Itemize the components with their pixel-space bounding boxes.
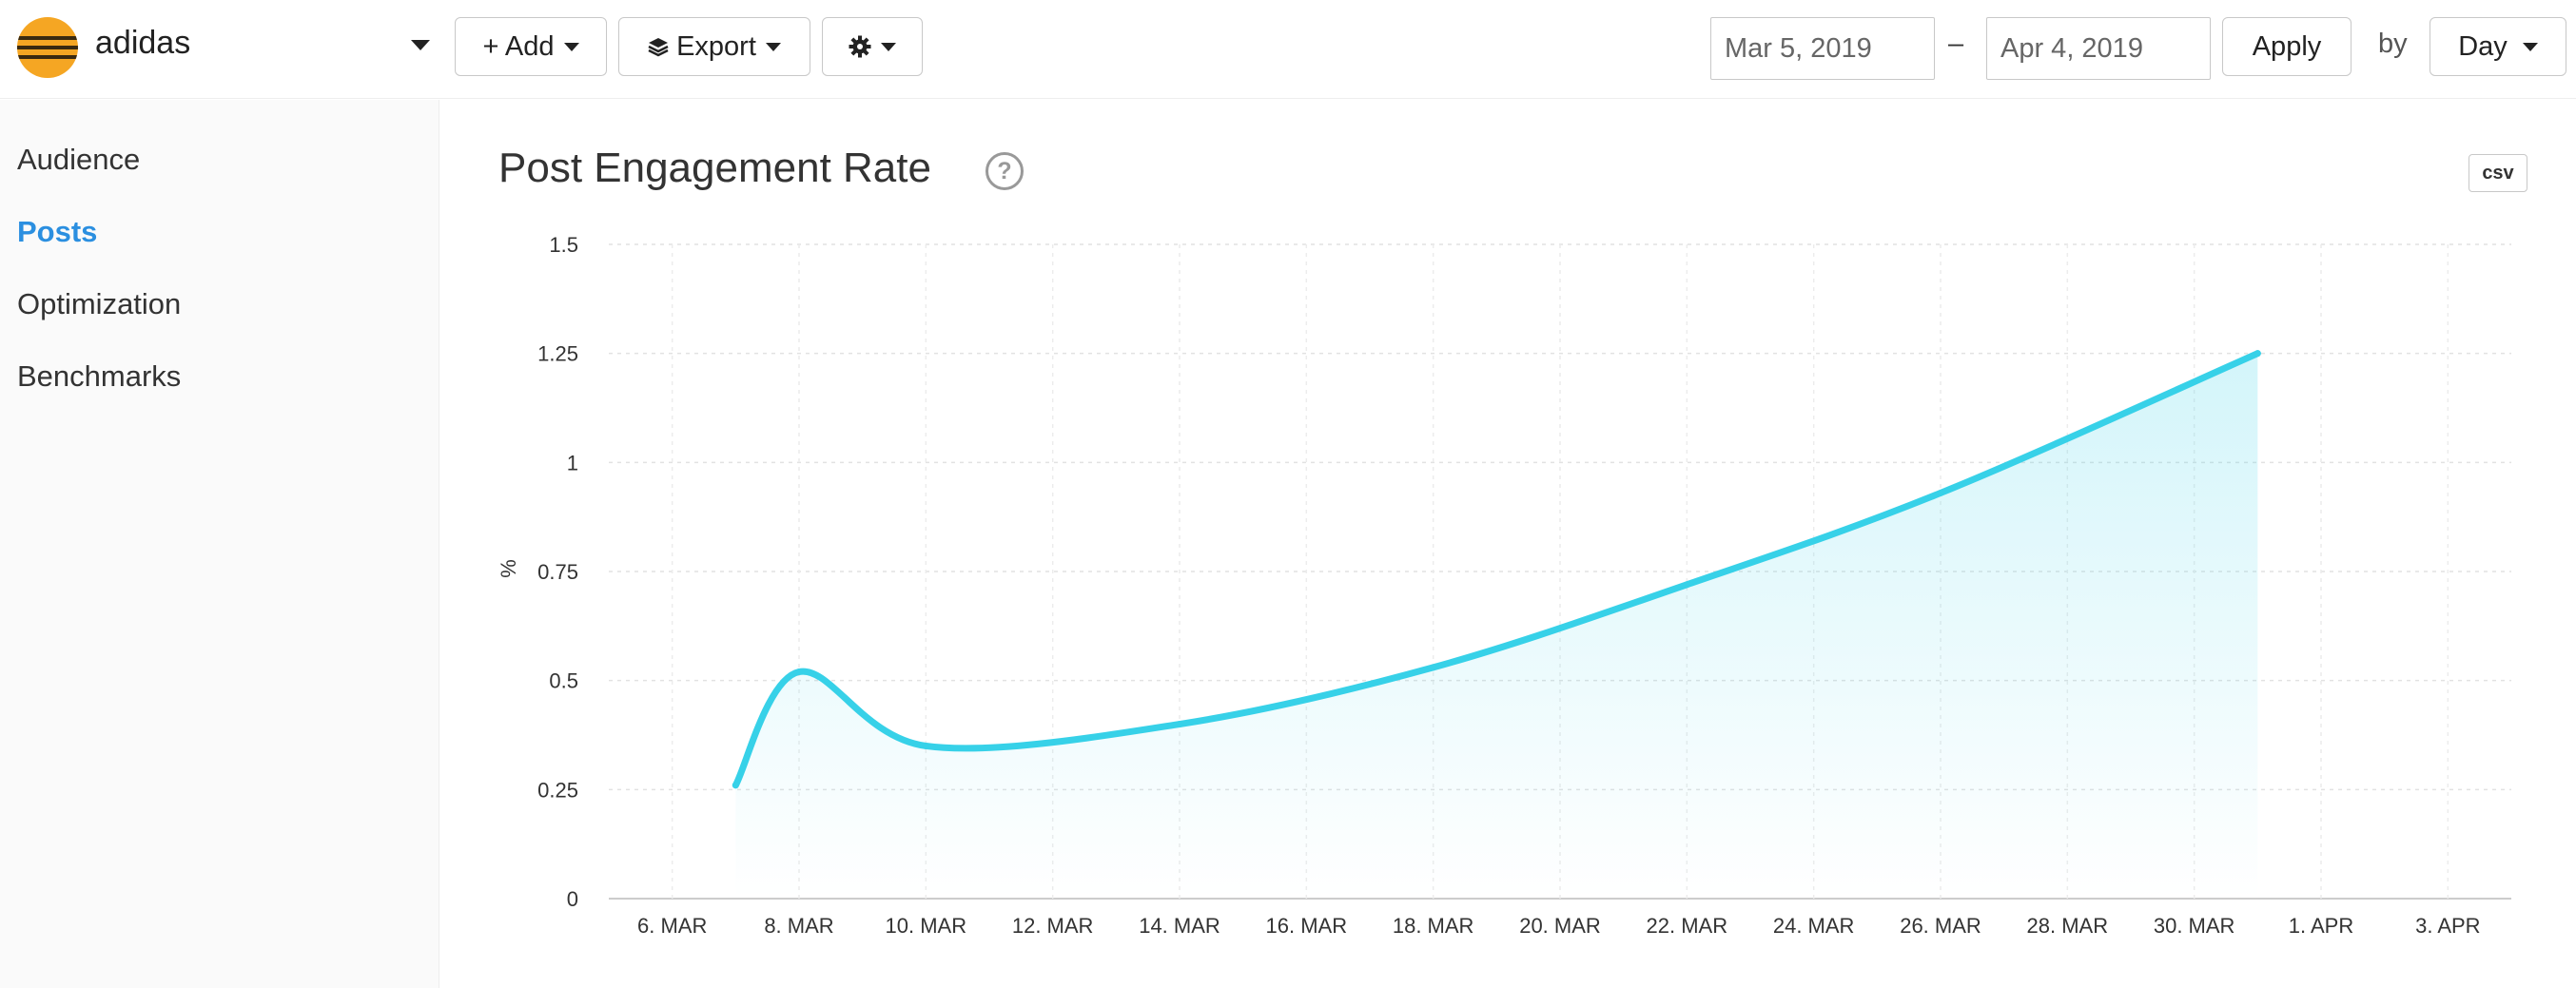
y-tick-label: 1.5 xyxy=(549,233,578,257)
by-label: by xyxy=(2378,29,2408,59)
sidebar: Audience Posts Optimization Benchmarks xyxy=(0,100,439,988)
x-tick-label: 30. MAR xyxy=(2154,914,2235,938)
sidebar-item-optimization[interactable]: Optimization xyxy=(17,287,182,320)
add-button[interactable]: + Add xyxy=(455,17,607,76)
chevron-down-icon[interactable] xyxy=(411,40,430,50)
data-point xyxy=(732,782,739,789)
data-point xyxy=(1937,489,1944,496)
y-tick-label: 0.25 xyxy=(537,778,578,802)
add-label: + Add xyxy=(482,30,555,62)
gear-icon xyxy=(849,35,871,58)
sidebar-item-audience[interactable]: Audience xyxy=(17,143,141,176)
y-axis-label: % xyxy=(497,559,520,578)
csv-download-button[interactable]: csv xyxy=(2469,154,2527,192)
page-title: Post Engagement Rate xyxy=(498,145,931,191)
x-tick-label: 16. MAR xyxy=(1266,914,1348,938)
chevron-down-icon xyxy=(881,42,896,51)
series-area xyxy=(735,353,2258,900)
start-date-input[interactable]: Mar 5, 2019 xyxy=(1710,17,1935,80)
data-point xyxy=(1683,581,1690,589)
brand-name: adidas xyxy=(95,25,191,61)
y-tick-label: 0.5 xyxy=(549,669,578,693)
y-tick-label: 1 xyxy=(567,451,578,475)
x-tick-label: 12. MAR xyxy=(1012,914,1094,938)
x-tick-label: 22. MAR xyxy=(1647,914,1728,938)
x-tick-label: 26. MAR xyxy=(1900,914,1981,938)
x-tick-label: 3. APR xyxy=(2415,914,2480,938)
export-label: Export xyxy=(676,30,756,62)
x-tick-label: 20. MAR xyxy=(1519,914,1601,938)
chevron-down-icon xyxy=(563,42,579,51)
chevron-down-icon xyxy=(765,42,781,51)
end-date-input[interactable]: Apr 4, 2019 xyxy=(1986,17,2211,80)
data-point xyxy=(922,742,929,749)
export-button[interactable]: Export xyxy=(618,17,810,76)
x-tick-label: 8. MAR xyxy=(764,914,833,938)
apply-button[interactable]: Apply xyxy=(2222,17,2352,76)
top-toolbar: adidas + Add Export xyxy=(0,0,2576,99)
brand-logo-icon xyxy=(17,17,78,78)
layers-icon xyxy=(648,38,669,57)
x-tick-label: 14. MAR xyxy=(1139,914,1220,938)
granularity-select[interactable]: Day xyxy=(2430,17,2566,76)
x-tick-label: 24. MAR xyxy=(1773,914,1855,938)
help-icon[interactable]: ? xyxy=(986,152,1024,190)
settings-button[interactable] xyxy=(822,17,923,76)
date-range-separator: – xyxy=(1948,29,1964,59)
data-point xyxy=(1430,664,1437,671)
data-point xyxy=(1176,721,1183,728)
x-tick-label: 28. MAR xyxy=(2027,914,2109,938)
x-tick-label: 1. APR xyxy=(2289,914,2353,938)
chevron-down-icon xyxy=(2522,42,2538,51)
y-tick-label: 0.75 xyxy=(537,560,578,584)
apply-label: Apply xyxy=(2252,30,2322,62)
sidebar-item-benchmarks[interactable]: Benchmarks xyxy=(17,359,182,393)
data-point xyxy=(795,668,803,675)
y-tick-label: 1.25 xyxy=(537,342,578,366)
y-tick-label: 0 xyxy=(567,887,578,911)
x-tick-label: 6. MAR xyxy=(637,914,707,938)
sidebar-item-posts[interactable]: Posts xyxy=(17,215,98,248)
data-point xyxy=(2254,350,2261,358)
x-tick-label: 10. MAR xyxy=(886,914,967,938)
x-tick-label: 18. MAR xyxy=(1393,914,1474,938)
granularity-value: Day xyxy=(2458,30,2508,62)
